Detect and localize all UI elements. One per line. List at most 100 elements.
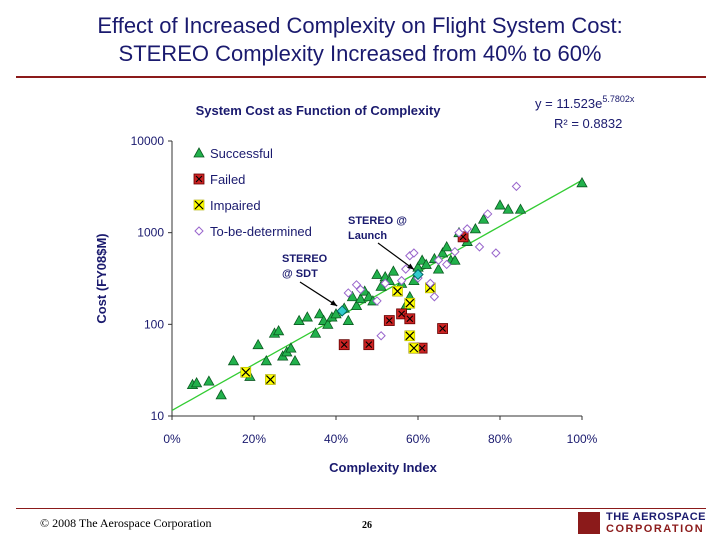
data-point-successful xyxy=(469,223,482,234)
trendline-path xyxy=(171,179,583,411)
stereo-sdt-label-line1: STEREO xyxy=(282,253,328,265)
data-point-to-be-determined xyxy=(454,227,464,238)
x-tick-label: 40% xyxy=(324,432,348,446)
annotations: STEREO @ SDT STEREO @ Launch xyxy=(282,215,424,317)
data-point-successful xyxy=(227,354,240,366)
data-point-successful xyxy=(342,314,354,325)
data-point-to-be-determined xyxy=(380,278,390,289)
data-point-to-be-determined xyxy=(425,278,436,289)
r-squared: R² = 0.8832 xyxy=(554,116,622,131)
data-point-successful xyxy=(387,265,400,276)
data-point-successful xyxy=(371,268,383,279)
scatter-chart: System Cost as Function of Complexity y … xyxy=(94,94,635,475)
trend-equation: y = 11.523e5.7802x xyxy=(535,94,635,111)
stereo-launch-label-line2: Launch xyxy=(348,230,387,242)
stereo-launch-label-line1: STEREO @ xyxy=(348,215,407,227)
data-point-to-be-determined xyxy=(343,288,354,298)
legend-label: Failed xyxy=(210,172,245,187)
data-point-successful xyxy=(420,258,432,269)
data-point-to-be-determined xyxy=(482,209,493,219)
data-point-to-be-determined xyxy=(491,248,501,258)
y-tick-label: 10000 xyxy=(131,134,165,148)
data-point-successful xyxy=(436,247,449,258)
data-point-successful xyxy=(252,338,264,350)
legend-marker xyxy=(193,199,205,211)
data-point-successful xyxy=(293,314,305,325)
data-point-successful xyxy=(289,354,301,366)
page-number: 26 xyxy=(362,520,372,531)
data-point-successful xyxy=(477,213,490,224)
data-point-successful xyxy=(215,389,227,400)
marker-cross xyxy=(405,298,415,308)
marker-cross xyxy=(194,200,204,210)
marker-cross xyxy=(393,286,402,296)
data-point-successful xyxy=(354,292,367,304)
data-point-impaired xyxy=(408,342,420,354)
chart-title: System Cost as Function of Complexity xyxy=(196,103,442,118)
data-point-failed xyxy=(383,315,395,326)
data-point-successful xyxy=(441,241,453,252)
marker-cross xyxy=(409,343,419,353)
legend-marker xyxy=(193,173,205,185)
stereo-launch-arrow xyxy=(377,242,415,270)
x-tick-label: 60% xyxy=(406,432,430,446)
marker-cross xyxy=(385,317,393,324)
data-point-successful xyxy=(313,308,326,319)
marker-cross xyxy=(406,315,414,323)
data-point-failed xyxy=(437,323,449,334)
legend-label: To-be-determined xyxy=(210,224,312,239)
legend-marker xyxy=(194,226,204,236)
logo-text-line1: THE AEROSPACE xyxy=(606,511,707,523)
data-point-successful xyxy=(514,203,527,214)
legend-label: Impaired xyxy=(210,198,261,213)
marker-cross xyxy=(418,344,426,352)
data-point-successful xyxy=(502,203,514,214)
stereo-sdt-label-line2: @ SDT xyxy=(282,268,318,280)
marker-cross xyxy=(365,341,373,349)
data-points xyxy=(186,176,588,400)
stereo-sdt-point xyxy=(336,305,348,317)
data-point-impaired xyxy=(240,366,252,378)
data-point-impaired xyxy=(265,374,276,385)
copyright-notice: © 2008 The Aerospace Corporation xyxy=(40,516,212,530)
data-point-failed xyxy=(404,313,416,325)
x-tick-label: 80% xyxy=(488,432,512,446)
stereo-launch-point xyxy=(412,268,424,281)
y-tick-label: 10 xyxy=(151,409,165,423)
arrow-line xyxy=(299,281,338,307)
data-point-successful xyxy=(432,263,445,274)
arrow-head xyxy=(407,263,414,270)
marker-cross xyxy=(439,325,446,332)
data-point-successful xyxy=(494,199,506,210)
y-tick-label: 100 xyxy=(144,317,164,331)
axes: 10 100 1000 10000 0% 20% 40% 60% 80% 100% xyxy=(131,134,598,446)
data-point-successful xyxy=(301,311,313,322)
marker-cross xyxy=(195,175,203,183)
data-point-impaired xyxy=(404,330,416,342)
data-point-successful xyxy=(330,308,342,319)
title-divider xyxy=(16,76,706,78)
marker-cross xyxy=(340,341,348,349)
x-axis-label: Complexity Index xyxy=(329,460,437,475)
data-point-successful xyxy=(285,342,297,353)
trendline xyxy=(171,179,583,411)
data-point-to-be-determined xyxy=(409,248,419,258)
slide-title-line1: Effect of Increased Complexity on Flight… xyxy=(97,13,623,38)
legend-label: Successful xyxy=(210,146,273,161)
data-point-successful xyxy=(190,377,203,388)
data-point-to-be-determined xyxy=(433,255,444,265)
arrow-head xyxy=(330,300,338,306)
logo-text-line2: CORPORATION xyxy=(606,523,705,535)
data-point-to-be-determined xyxy=(450,246,460,257)
data-point-to-be-determined xyxy=(462,224,472,234)
data-point-to-be-determined xyxy=(474,242,485,252)
trend-equation-exponent: 5.7802x xyxy=(602,94,635,104)
x-tick-label: 0% xyxy=(163,432,181,446)
data-point-successful xyxy=(576,176,588,188)
data-point-to-be-determined xyxy=(372,296,382,306)
x-tick-label: 100% xyxy=(567,432,598,446)
stereo-sdt-arrow xyxy=(299,281,338,307)
data-point-failed xyxy=(363,339,375,351)
marker-cross xyxy=(398,310,405,318)
marker-cross xyxy=(405,331,415,341)
